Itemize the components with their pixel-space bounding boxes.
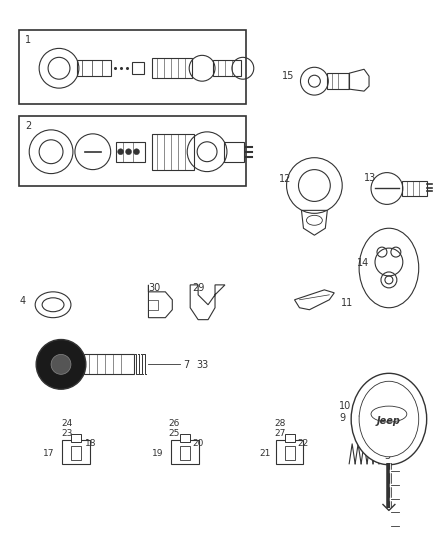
Text: 33: 33 — [196, 360, 208, 370]
Bar — [71, 446, 81, 460]
Ellipse shape — [359, 381, 419, 457]
Text: 9: 9 — [339, 413, 345, 423]
Text: 29: 29 — [192, 283, 205, 293]
Text: Jeep: Jeep — [377, 416, 401, 426]
Bar — [276, 440, 304, 464]
Bar — [19, 29, 246, 104]
Bar — [224, 142, 244, 161]
Text: 1: 1 — [25, 36, 32, 45]
Text: 14: 14 — [357, 258, 369, 268]
Text: 25: 25 — [168, 429, 180, 438]
Text: 22: 22 — [297, 439, 309, 448]
Text: 2: 2 — [25, 121, 32, 131]
Text: 15: 15 — [282, 71, 294, 81]
Text: 30: 30 — [148, 283, 161, 293]
Bar — [171, 440, 199, 464]
Circle shape — [118, 149, 124, 155]
Circle shape — [126, 149, 131, 155]
Text: 18: 18 — [85, 439, 96, 448]
Text: 4: 4 — [19, 296, 25, 306]
Bar — [77, 60, 111, 76]
Text: 7: 7 — [183, 360, 190, 370]
Bar — [131, 62, 145, 74]
Bar — [19, 116, 246, 185]
Text: 11: 11 — [341, 298, 353, 308]
Bar — [152, 58, 192, 78]
Text: 21: 21 — [260, 449, 271, 458]
Text: 27: 27 — [275, 429, 286, 438]
Circle shape — [51, 354, 71, 374]
Text: 13: 13 — [364, 173, 376, 183]
Ellipse shape — [351, 373, 427, 465]
Text: 23: 23 — [61, 429, 72, 438]
Bar — [327, 73, 349, 89]
Bar — [152, 134, 194, 169]
Circle shape — [134, 149, 140, 155]
Bar — [180, 446, 190, 460]
Bar — [84, 354, 134, 374]
Bar — [213, 60, 241, 76]
Bar — [285, 446, 294, 460]
Bar — [116, 142, 145, 161]
Bar — [402, 181, 427, 197]
Text: 24: 24 — [61, 419, 72, 428]
Text: 10: 10 — [339, 401, 351, 411]
Ellipse shape — [371, 406, 407, 422]
Circle shape — [36, 340, 86, 389]
Bar — [285, 434, 294, 442]
Bar — [180, 434, 190, 442]
Text: 12: 12 — [279, 174, 291, 183]
Text: 26: 26 — [168, 419, 180, 428]
Text: 20: 20 — [192, 439, 204, 448]
Bar — [71, 434, 81, 442]
Bar — [62, 440, 90, 464]
Text: 28: 28 — [275, 419, 286, 428]
Text: 17: 17 — [43, 449, 55, 458]
Text: 19: 19 — [152, 449, 164, 458]
Text: 3: 3 — [384, 451, 390, 461]
